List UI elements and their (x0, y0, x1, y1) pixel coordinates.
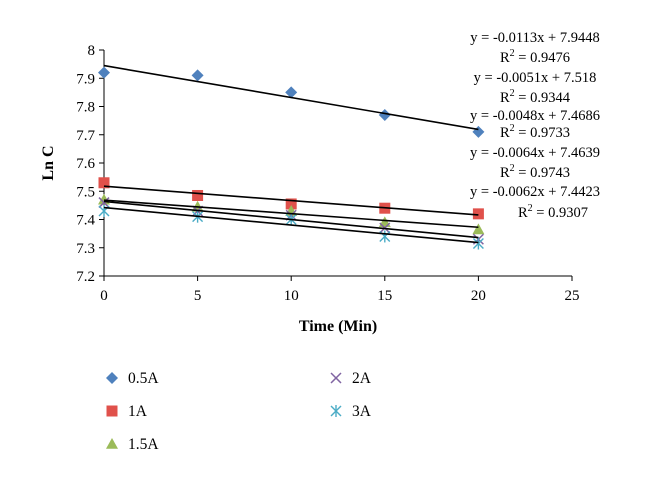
y-tick-label: 7.4 (76, 213, 95, 229)
data-point (379, 230, 391, 243)
r2-text: R2 = 0.9307 (518, 203, 588, 221)
data-point (472, 125, 485, 138)
series-0-5A (98, 66, 485, 138)
x-tick-label: 25 (565, 288, 580, 304)
y-tick-label: 8 (88, 43, 96, 59)
data-point (378, 108, 391, 121)
r2-text: R2 = 0.9743 (500, 163, 570, 181)
equation-text: y = -0.0048x + 7.4686 (470, 108, 600, 124)
r2-value: 0.9743 (530, 165, 570, 181)
r2-text: R2 = 0.9733 (500, 123, 570, 141)
data-point (98, 66, 110, 79)
data-point (98, 197, 110, 209)
r2-value: 0.9307 (548, 205, 588, 221)
legend-marker (106, 372, 118, 384)
r2-value: 0.9476 (530, 50, 570, 66)
legend-item: 0.5A (106, 370, 159, 387)
y-axis-title: Ln C (40, 145, 57, 180)
x-axis-title: Time (Min) (299, 318, 377, 335)
legend-label: 1A (128, 403, 148, 420)
legend-label: 2A (352, 370, 372, 387)
marker-stroke (98, 197, 110, 209)
y-tick-label: 7.7 (76, 128, 95, 144)
legend-item: 3A (330, 403, 372, 420)
legend-marker (106, 438, 118, 449)
y-tick-label: 7.2 (76, 269, 95, 285)
r2-text: R2 = 0.9344 (500, 88, 571, 106)
equation-text: y = -0.0064x + 7.4639 (470, 145, 600, 161)
data-point (98, 205, 110, 218)
y-tick-label: 7.3 (76, 241, 95, 257)
legend-label: 3A (352, 403, 372, 420)
data-point (378, 216, 391, 228)
data-point (192, 189, 204, 201)
data-point (472, 208, 484, 220)
x-tick-label: 10 (284, 288, 299, 304)
x-tick-label: 0 (100, 288, 108, 304)
equation-1A: y = -0.0051x + 7.518 R2 = 0.9344 (474, 70, 597, 106)
legend-marker (106, 405, 118, 417)
legend-item: 1A (106, 403, 148, 420)
legend-marker (330, 372, 342, 384)
data-point (191, 69, 204, 82)
legend-item: 1.5A (106, 436, 159, 453)
y-tick-label: 7.6 (76, 156, 95, 172)
equation-1-5A: y = -0.0048x + 7.4686 R2 = 0.9733 (470, 108, 600, 141)
x-tick-label: 5 (194, 288, 202, 304)
data-point (472, 237, 484, 250)
legend-marker (330, 405, 342, 417)
equation-text: y = -0.0062x + 7.4423 (470, 184, 600, 200)
x-tick-label: 20 (471, 288, 486, 304)
trendline-equations: y = -0.0113x + 7.9448 R2 = 0.9476 y = -0… (470, 30, 600, 221)
trendline-2A (103, 200, 479, 239)
legend-label: 0.5A (128, 370, 159, 387)
equation-text: y = -0.0051x + 7.518 (474, 70, 597, 86)
trendline-3A (103, 206, 479, 244)
marker-stroke (330, 372, 342, 384)
r2-text: R2 = 0.9476 (500, 48, 570, 66)
equation-2A: y = -0.0064x + 7.4639 R2 = 0.9743 (470, 145, 600, 181)
data-point (98, 177, 110, 189)
trendline-1A (103, 185, 479, 216)
legend-label: 1.5A (128, 436, 159, 453)
equation-0-5A: y = -0.0113x + 7.9448 R2 = 0.9476 (470, 30, 599, 66)
data-point (472, 223, 485, 235)
data-point (285, 198, 297, 210)
r2-value: 0.9344 (530, 90, 571, 106)
data-point (285, 86, 298, 99)
trendline-0-5A (103, 64, 479, 131)
y-tick-label: 7.9 (76, 71, 95, 87)
trendline-1-5A (103, 199, 479, 229)
y-tick-label: 7.5 (76, 184, 95, 200)
legend: 0.5A 1A 1.5A 2A 3A (106, 370, 372, 453)
equation-3A: y = -0.0062x + 7.4423 R2 = 0.9307 (470, 184, 600, 221)
equation-text: y = -0.0113x + 7.9448 (470, 30, 599, 46)
legend-item: 2A (330, 370, 372, 387)
x-tick-label: 15 (377, 288, 392, 304)
r2-value: 0.9733 (530, 125, 570, 141)
y-tick-label: 7.8 (76, 100, 95, 116)
plot-area: 7.2 7.3 7.4 7.5 7.6 7.7 7.8 7.9 8 0 5 10 15 20 25 Time … (40, 43, 580, 335)
